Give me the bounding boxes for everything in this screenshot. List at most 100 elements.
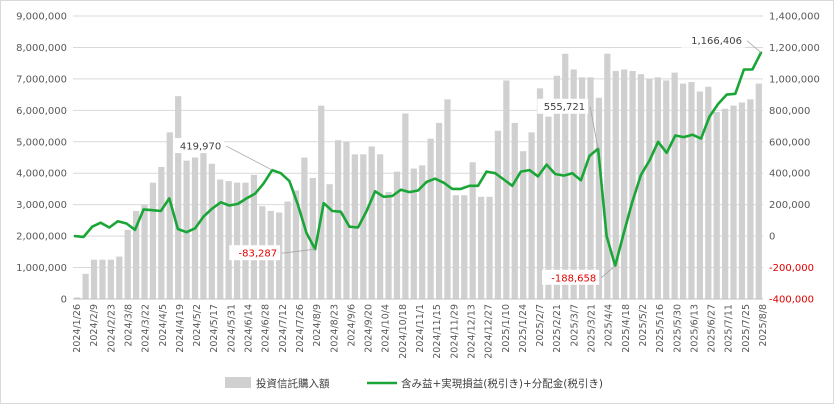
bar bbox=[385, 192, 392, 299]
bar bbox=[242, 182, 249, 299]
y-left-tick-label: 7,000,000 bbox=[16, 74, 67, 85]
legend-bar-swatch bbox=[225, 377, 251, 388]
x-tick-label: 2024/1/26 bbox=[72, 304, 83, 353]
bar bbox=[326, 184, 333, 299]
y-left-tick-label: 5,000,000 bbox=[16, 137, 67, 148]
bar bbox=[250, 174, 258, 299]
bar bbox=[233, 182, 241, 299]
x-tick-label: 2024/9/6 bbox=[346, 304, 357, 347]
bar bbox=[452, 195, 459, 299]
bar bbox=[730, 105, 737, 299]
annotation-label: -188,658 bbox=[551, 273, 596, 284]
x-tick-label: 2024/4/5 bbox=[158, 304, 169, 347]
y-left-tick-label: 9,000,000 bbox=[16, 12, 67, 23]
x-tick-label: 2025/4/18 bbox=[621, 304, 632, 353]
bar bbox=[587, 77, 594, 299]
annotation-label: 555,721 bbox=[544, 102, 585, 113]
bar bbox=[175, 96, 182, 299]
bar bbox=[444, 99, 451, 299]
bar bbox=[82, 273, 89, 299]
y-right-tick-label: 200,000 bbox=[769, 200, 810, 211]
x-tick-label: 2024/10/18 bbox=[398, 304, 409, 359]
x-tick-label: 2025/6/27 bbox=[707, 304, 718, 353]
bar bbox=[284, 201, 291, 299]
bar bbox=[637, 74, 645, 299]
y-right-tick-label: 800,000 bbox=[769, 106, 810, 117]
y-right-tick-label: -200,000 bbox=[769, 263, 814, 274]
x-tick-label: 2025/8/8 bbox=[758, 304, 769, 347]
bar bbox=[74, 297, 81, 299]
x-tick-label: 2024/5/2 bbox=[192, 304, 203, 347]
y-right-tick-label: 1,000,000 bbox=[769, 74, 820, 85]
annotation-leader bbox=[226, 145, 273, 171]
x-tick-label: 2025/7/25 bbox=[741, 304, 752, 353]
bar bbox=[107, 259, 114, 299]
x-tick-label: 2024/5/17 bbox=[209, 304, 220, 353]
y-right-tick-label: 0 bbox=[769, 232, 775, 243]
x-tick-label: 2024/7/26 bbox=[295, 304, 306, 353]
x-tick-label: 2025/1/10 bbox=[501, 304, 512, 353]
bar bbox=[225, 181, 232, 299]
bar bbox=[410, 168, 417, 299]
legend-bar-label: 投資信託購入額 bbox=[256, 377, 330, 390]
bar bbox=[688, 82, 695, 300]
bar bbox=[469, 162, 476, 299]
x-tick-label: 2025/5/2 bbox=[638, 304, 649, 347]
x-tick-label: 2024/10/4 bbox=[381, 304, 392, 353]
bar bbox=[520, 151, 527, 299]
bar bbox=[318, 105, 325, 299]
bar bbox=[545, 116, 552, 299]
x-tick-label: 2025/7/11 bbox=[724, 304, 735, 353]
bar bbox=[217, 179, 224, 299]
bar bbox=[427, 138, 434, 299]
bar bbox=[393, 171, 401, 299]
annotation-box bbox=[542, 269, 600, 285]
bar bbox=[629, 71, 636, 300]
bar bbox=[377, 154, 384, 299]
x-tick-label: 2025/6/13 bbox=[689, 304, 700, 353]
y-left-tick-label: 3,000,000 bbox=[16, 200, 67, 211]
annotation-box bbox=[173, 138, 225, 154]
y-right-tick-label: 400,000 bbox=[769, 169, 810, 180]
bar bbox=[755, 83, 762, 299]
x-tick-label: 2024/8/23 bbox=[329, 304, 340, 353]
bar bbox=[511, 122, 518, 300]
bar bbox=[435, 122, 443, 300]
x-tick-label: 2024/2/9 bbox=[89, 304, 100, 347]
bar bbox=[200, 152, 207, 299]
y-left-tick-label: 1,000,000 bbox=[16, 263, 67, 274]
legend-line-label: 含み益+実現損益(税引き)+分配金(税引き) bbox=[401, 377, 603, 390]
bar bbox=[141, 204, 148, 299]
annotation-leader bbox=[282, 248, 316, 254]
bar bbox=[663, 80, 670, 299]
x-tick-label: 2024/9/20 bbox=[364, 304, 375, 353]
x-tick-label: 2025/3/7 bbox=[569, 304, 580, 347]
annotation-label: 419,970 bbox=[180, 142, 221, 153]
annotation-leader bbox=[600, 265, 616, 279]
bar bbox=[595, 97, 603, 299]
bar bbox=[149, 182, 157, 299]
annotation-box bbox=[229, 245, 281, 261]
x-tick-label: 2025/3/21 bbox=[587, 304, 598, 353]
x-tick-label: 2024/3/22 bbox=[141, 304, 152, 353]
bar bbox=[292, 190, 300, 299]
bar bbox=[368, 146, 375, 299]
x-tick-label: 2024/3/8 bbox=[123, 304, 134, 347]
profit-line bbox=[73, 51, 763, 268]
x-tick-label: 2024/5/31 bbox=[226, 304, 237, 353]
annotation-label: 1,166,406 bbox=[691, 36, 742, 47]
x-tick-label: 2024/7/12 bbox=[278, 304, 289, 353]
x-tick-label: 2024/6/28 bbox=[261, 304, 272, 353]
y-right-tick-label: -400,000 bbox=[769, 295, 814, 306]
x-tick-label: 2025/5/30 bbox=[672, 304, 683, 353]
x-tick-label: 2024/11/15 bbox=[432, 304, 443, 359]
x-tick-label: 2025/5/16 bbox=[655, 304, 666, 353]
bar bbox=[494, 130, 502, 299]
bar bbox=[461, 195, 468, 299]
bar bbox=[402, 113, 409, 299]
bar bbox=[360, 154, 367, 299]
bar bbox=[696, 91, 704, 299]
bar bbox=[612, 71, 619, 300]
